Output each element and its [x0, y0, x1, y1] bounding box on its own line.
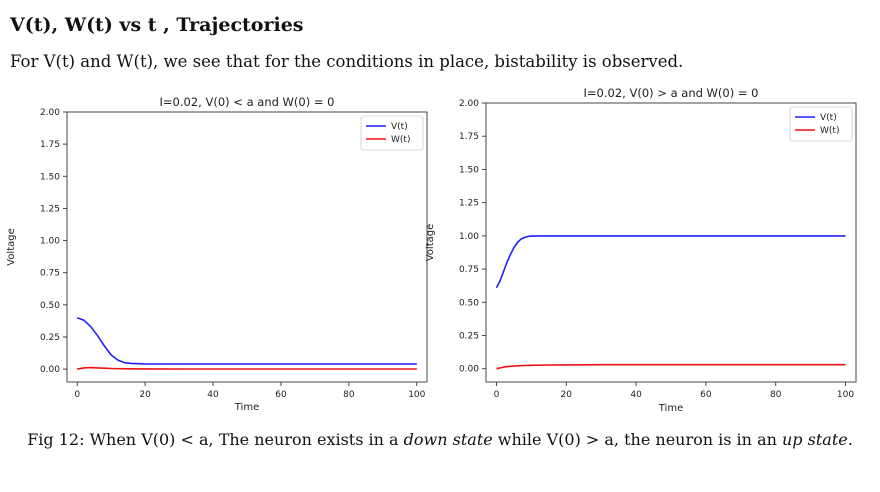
intro-text: For V(t) and W(t), we see that for the c…: [10, 52, 684, 71]
chart-2-x-axis-label: Time: [658, 403, 683, 414]
chart-1-title: I=0.02, V(0) < a and W(0) = 0: [160, 95, 335, 109]
caption-emphasis-1: down state: [403, 430, 493, 449]
chart-2-x-tick-label-2: 40: [630, 390, 642, 400]
chart-2-y-tick-label-4: 1.00: [459, 232, 479, 242]
chart-2-y-tick-label-1: 0.25: [459, 332, 479, 342]
chart-1-x-tick-label-0: 0: [74, 390, 80, 400]
chart-1-y-tick-label-8: 2.00: [40, 108, 60, 118]
chart-1-series-line-wt: [77, 366, 417, 370]
caption-part-2: while V(0) > a, the neuron is in an: [492, 430, 782, 449]
chart-2-y-tick-label-3: 0.75: [459, 265, 479, 275]
chart-1-y-tick-label-1: 0.25: [40, 333, 60, 343]
chart-1-legend-label-vt: V(t): [391, 122, 408, 132]
chart-1-x-tick-label-3: 60: [275, 390, 287, 400]
chart-1-y-tick-label-6: 1.50: [40, 172, 60, 182]
chart-2-y-axis-label: Voltage: [425, 224, 436, 262]
chart-1-x-tick-label-2: 40: [207, 390, 219, 400]
chart-1-x-tick-label-4: 80: [343, 390, 355, 400]
chart-1-y-tick-label-5: 1.25: [40, 204, 60, 214]
chart-2-y-tick-label-5: 1.25: [459, 199, 479, 209]
chart-1-x-tick-label-5: 100: [408, 390, 425, 400]
chart-2-legend-label-wt: W(t): [820, 126, 839, 136]
chart-2-series-line-vt: [495, 235, 846, 289]
caption-part-1: Fig 12: When V(0) < a, The neuron exists…: [27, 430, 404, 449]
chart-2-x-tick-label-4: 80: [770, 390, 782, 400]
chart-1-legend-box: [360, 115, 424, 151]
chart-2-x-tick-label-5: 100: [837, 390, 854, 400]
chart-2-x-tick-label-3: 60: [700, 390, 712, 400]
chart-1-x-axis-label: Time: [234, 402, 259, 413]
figure-caption: Fig 12: When V(0) < a, The neuron exists…: [0, 430, 880, 449]
chart-2-legend-box: [789, 106, 853, 142]
caption-emphasis-2: up state.: [782, 430, 853, 449]
chart-2-legend-label-vt: V(t): [820, 113, 837, 123]
chart-1-y-tick-label-2: 0.50: [40, 301, 60, 311]
chart-1-y-tick-label-0: 0.00: [40, 365, 60, 375]
chart-1-x-tick-label-1: 20: [139, 390, 151, 400]
chart-2-y-tick-label-0: 0.00: [459, 365, 479, 375]
chart-2-series-line-wt: [496, 363, 846, 370]
chart-1-legend-label-wt: W(t): [391, 135, 410, 145]
chart-2-y-tick-label-8: 2.00: [459, 99, 479, 109]
chart-1-plot-frame: [66, 111, 428, 383]
chart-2-plot-frame: [485, 102, 857, 383]
chart-2-y-tick-label-7: 1.75: [459, 132, 479, 142]
chart-1-y-axis-label: Voltage: [6, 228, 17, 266]
chart-2-y-tick-label-2: 0.50: [459, 298, 479, 308]
chart-2-x-tick-label-0: 0: [494, 390, 500, 400]
chart-2-y-tick-label-6: 1.50: [459, 165, 479, 175]
page-heading: V(t), W(t) vs t , Trajectories: [10, 14, 304, 36]
chart-1-y-tick-label-4: 1.00: [40, 237, 60, 247]
chart-1-y-tick-label-7: 1.75: [40, 140, 60, 150]
chart-1-series-line-vt: [76, 316, 417, 365]
chart-2-x-tick-label-1: 20: [561, 390, 573, 400]
chart-2-title: I=0.02, V(0) > a and W(0) = 0: [584, 86, 759, 100]
chart-1-y-tick-label-3: 0.75: [40, 269, 60, 279]
